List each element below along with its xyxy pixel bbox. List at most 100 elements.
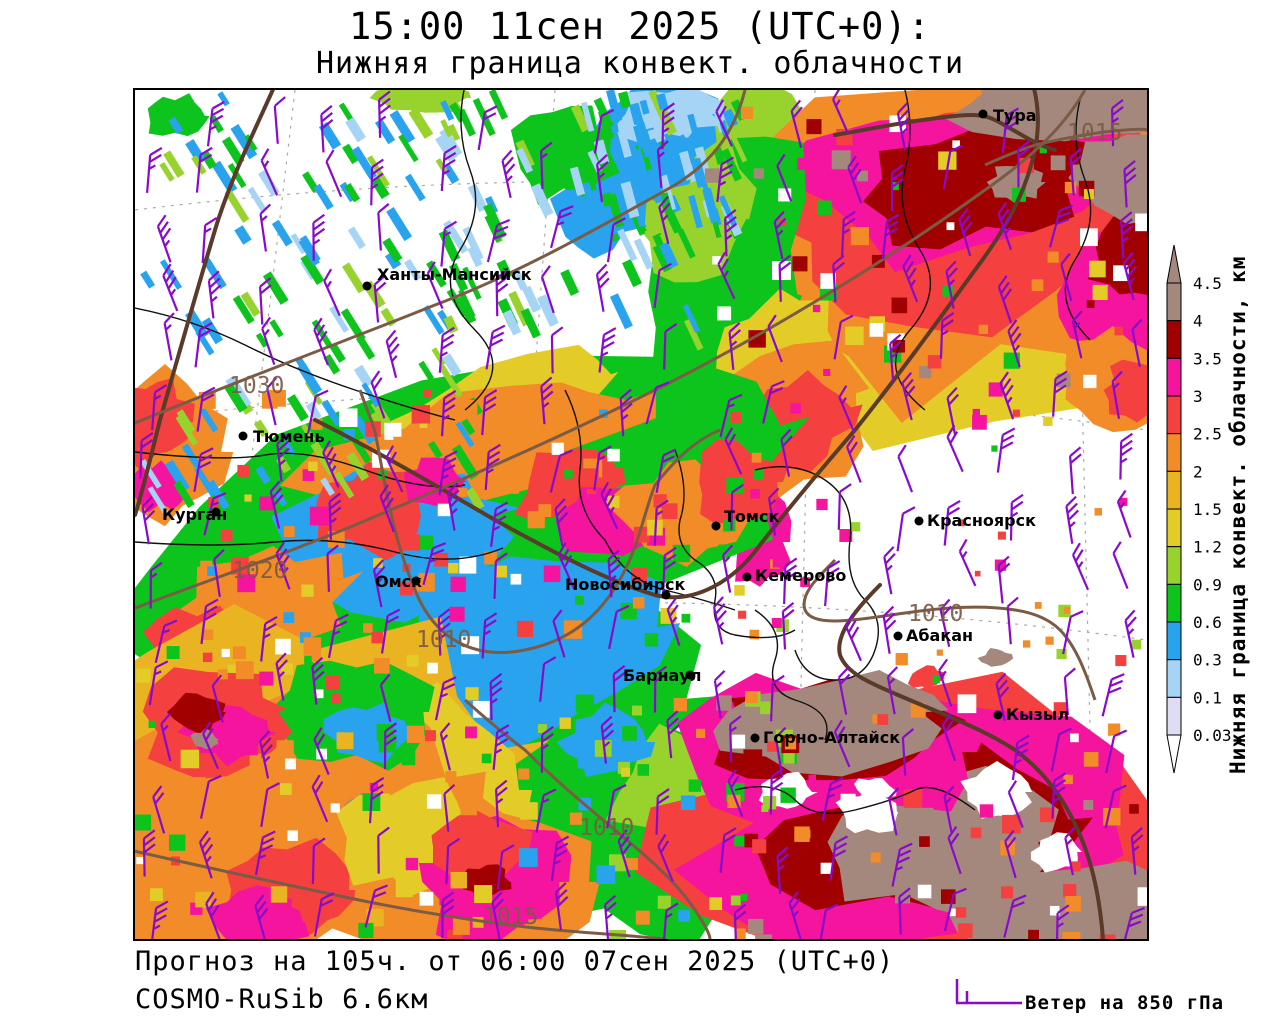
wind-barb (199, 774, 222, 819)
wind-barb (440, 220, 458, 267)
colorbar-tick-label: 4.5 (1193, 274, 1222, 293)
wind-barb (254, 830, 276, 875)
wind-barb (1062, 610, 1084, 655)
wind-barb (485, 324, 506, 370)
wind-barb (606, 217, 626, 263)
wind-barb (322, 440, 340, 488)
wind-barb (658, 195, 671, 245)
wind-barb (1060, 253, 1073, 302)
wind-barb (275, 541, 291, 590)
wind-barb (557, 542, 576, 590)
wind-barb (890, 164, 904, 212)
wind-barb (491, 891, 504, 939)
colorbar-segment (1166, 433, 1182, 472)
wind-barb (939, 598, 952, 648)
wind-barb (260, 615, 278, 662)
wind-barb (370, 370, 386, 419)
wind-barb (481, 612, 498, 659)
wind-barb (776, 153, 793, 202)
city-label: Томск (724, 507, 779, 526)
city-label: Горно-Алтайск (763, 728, 900, 747)
wind-barb (493, 552, 508, 599)
wind-barb (662, 546, 677, 594)
wind-barb (790, 99, 803, 148)
wind-barb (608, 604, 630, 650)
wind-barb (328, 492, 342, 540)
wind-barb (207, 270, 222, 319)
wind-barb (486, 218, 511, 263)
wind-barb (943, 499, 961, 546)
wind-barb (1130, 827, 1144, 875)
wind-barb (276, 433, 290, 482)
colorbar-tick-label: 2 (1193, 462, 1203, 481)
wind-barb (653, 499, 669, 546)
wind-barb (313, 892, 335, 937)
colorbar-segment (1166, 357, 1182, 397)
wind-barb (484, 443, 501, 490)
page-title: 15:00 11сен 2025 (UTC+0): Нижняя граница… (134, 6, 1146, 81)
map-canvas: 1030 1020 1010 1010 1010 1015 1015 Тура Ханты-Ма… (133, 88, 1149, 941)
wind-barb (1069, 446, 1082, 495)
wind-barb (477, 105, 498, 151)
wind-barb (211, 674, 224, 723)
wind-barb (364, 884, 388, 928)
wind-barb (440, 144, 457, 192)
wind-barb (1065, 495, 1079, 544)
wind-barb (713, 596, 727, 645)
city-marker (893, 631, 903, 641)
wind-barb (902, 254, 919, 303)
wind-barb (821, 777, 844, 821)
wind-barb (716, 156, 734, 203)
wind-barb (1063, 667, 1076, 716)
colorbar-scale: 4.5 4 3.5 3 2.5 2 1.5 1.2 0.9 0.6 0.3 0.1 0.03 (1166, 244, 1232, 774)
colorbar-segment (1166, 546, 1182, 585)
wind-barb (724, 209, 737, 257)
wind-barb (719, 393, 743, 438)
wind-barb (550, 326, 564, 374)
wind-barb (1123, 252, 1138, 301)
wind-barb (656, 140, 669, 188)
wind-barb (438, 450, 458, 496)
wind-barb (540, 725, 554, 773)
wind-barb (730, 483, 744, 531)
wind-barb (203, 492, 227, 536)
wind-barb (846, 434, 862, 483)
wind-barb (945, 260, 958, 309)
wind-barbs (139, 90, 1145, 939)
wind-barb (783, 557, 798, 605)
wind-barb (1120, 211, 1134, 259)
wind-barb (327, 613, 349, 659)
isobar-label: 1020 (232, 558, 287, 584)
wind-barb (715, 99, 733, 147)
wind-barb (201, 217, 218, 264)
wind-barb (205, 891, 221, 939)
wind-barb (141, 496, 156, 545)
wind-barb (596, 154, 609, 203)
wind-barb (1123, 160, 1137, 208)
colorbar-title: Нижняя граница конвект. облачности, км (1226, 255, 1250, 774)
wind-barb (554, 882, 569, 931)
wind-barb (535, 788, 557, 833)
wind-barb (657, 833, 674, 882)
city-marker (411, 576, 421, 586)
wind-barb (552, 609, 566, 658)
wind-barb (446, 482, 461, 531)
city-marker (914, 516, 924, 526)
wind-barb (385, 445, 404, 493)
city-label: Ханты-Мансийск (377, 265, 532, 284)
wind-barb (780, 428, 793, 477)
wind-barb (422, 542, 447, 586)
wind-barb (661, 102, 675, 150)
wind-barb (824, 560, 841, 607)
wind-barb (997, 202, 1013, 251)
wind-barb (774, 726, 787, 776)
wind-barb (260, 148, 279, 196)
wind-barb (724, 427, 743, 475)
colorbar-segment (1166, 395, 1182, 435)
wind-barb (377, 826, 390, 874)
wind-barb (434, 676, 457, 721)
wind-barb (162, 263, 179, 312)
wind-barb (323, 268, 341, 317)
city-marker (685, 670, 695, 680)
